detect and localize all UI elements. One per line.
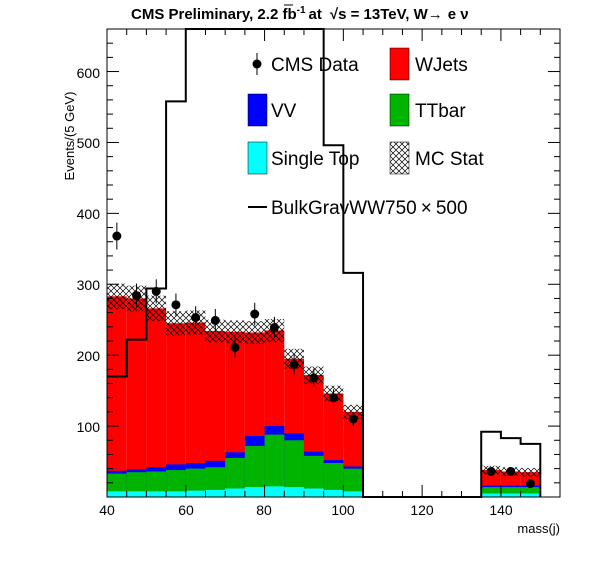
- data-point: [250, 310, 259, 319]
- y-tick-label: 500: [77, 135, 101, 151]
- data-point: [290, 360, 299, 369]
- y-axis-label: Events/(5 GeV): [62, 92, 77, 181]
- singletop-bar: [521, 493, 541, 497]
- data-point: [191, 313, 200, 322]
- legend-data-marker: [253, 60, 262, 69]
- singletop-bar: [481, 493, 501, 497]
- singletop-bar: [265, 486, 285, 497]
- singletop-bar: [107, 491, 127, 497]
- data-point: [270, 323, 279, 332]
- title-sqrt-s: √s = 13TeV, W: [330, 6, 429, 23]
- singletop-bar: [127, 491, 147, 497]
- data-point: [231, 343, 240, 352]
- y-tick-label: 200: [77, 348, 101, 364]
- data-point: [171, 300, 180, 309]
- y-tick-label: 600: [77, 65, 101, 81]
- x-tick-label: 40: [99, 502, 115, 518]
- legend-signal-label: BulkGravWW750: [271, 198, 417, 219]
- singletop-bar: [186, 491, 206, 497]
- title-superscript: -1: [297, 5, 306, 16]
- legend-ttbar-label: TTbar: [415, 101, 466, 122]
- legend-signal-scale: 500: [436, 198, 468, 219]
- singletop-bar: [324, 490, 344, 497]
- legend-signal-times: ×: [421, 198, 432, 219]
- x-tick-label: 80: [256, 502, 272, 518]
- data-point: [349, 415, 358, 424]
- legend-mcstat-label: MC Stat: [415, 149, 484, 170]
- legend-vv-label: VV: [271, 101, 297, 122]
- title-main: CMS Preliminary, 2.2 fb: [131, 6, 297, 23]
- x-tick-label: 140: [489, 502, 513, 518]
- legend-wjets-label: WJets: [415, 55, 468, 76]
- data-point: [329, 393, 338, 402]
- x-tick-label: 60: [178, 502, 194, 518]
- legend-ttbar-swatch: [390, 94, 409, 126]
- legend-wjets-swatch: [390, 48, 409, 80]
- singletop-bar: [284, 487, 304, 497]
- x-tick-label: 100: [331, 502, 355, 518]
- singletop-bar: [501, 493, 521, 497]
- title-arrow: →: [428, 6, 443, 23]
- singletop-bar: [225, 488, 245, 497]
- y-tick-label: 300: [77, 277, 101, 293]
- x-tick-label: 120: [410, 502, 434, 518]
- legend-mcstat-swatch: [390, 142, 409, 174]
- data-point: [487, 467, 496, 476]
- singletop-bar: [205, 490, 225, 497]
- y-tick-label: 400: [77, 206, 101, 222]
- singletop-bar: [343, 491, 363, 497]
- singletop-bar: [304, 488, 324, 497]
- wjets-bar: [127, 298, 147, 497]
- singletop-bar: [146, 491, 166, 497]
- data-point: [506, 467, 515, 476]
- x-axis-label: mass(j): [517, 521, 560, 536]
- data-point: [309, 373, 318, 382]
- svg-text:BulkGravWW750×500: BulkGravWW750 × 500: [271, 198, 468, 219]
- singletop-bar: [245, 487, 265, 497]
- data-point: [211, 316, 220, 325]
- data-point: [112, 232, 121, 241]
- legend-singletop-label: Single Top: [271, 149, 359, 170]
- title-end: e ν: [448, 6, 469, 23]
- y-tick-label: 100: [77, 419, 101, 435]
- mc-stat-band: [521, 468, 541, 477]
- legend-data-label: CMS Data: [271, 55, 359, 76]
- legend-vv-swatch: [248, 94, 267, 126]
- data-point: [152, 287, 161, 296]
- mc-stat-band: [107, 284, 127, 310]
- data-point: [526, 479, 535, 488]
- title-at: at: [309, 6, 322, 23]
- singletop-bar: [166, 491, 186, 497]
- data-point: [132, 291, 141, 300]
- legend-singletop-swatch: [248, 142, 267, 174]
